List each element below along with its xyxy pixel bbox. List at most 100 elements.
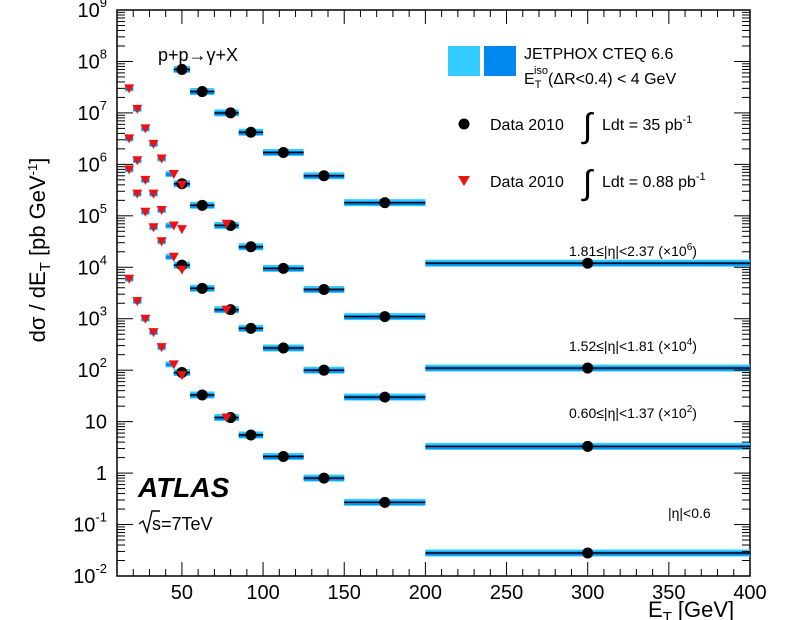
data088-point	[148, 223, 159, 233]
y-tick-label: 103	[78, 304, 107, 331]
y-tick-label: 10-1	[73, 510, 107, 537]
data35-point	[379, 311, 391, 323]
data088-point	[221, 219, 232, 229]
data35-point	[582, 362, 594, 374]
data088-point	[156, 205, 167, 215]
data088-point	[132, 104, 143, 114]
y-tick-label: 108	[78, 46, 107, 73]
y-axis-title: dσ / dET [pb GeV-1]	[25, 158, 54, 343]
y-tick-label: 106	[78, 149, 107, 176]
data35-point	[379, 391, 391, 403]
data088-point	[132, 156, 143, 166]
data35-point	[277, 451, 289, 463]
data35-point	[379, 496, 391, 508]
data088-point	[132, 189, 143, 199]
data35-point	[318, 364, 330, 376]
legend-data35-text: Ldt = 35 pb-1	[602, 114, 692, 134]
legend-data088-prefix: Data 2010	[490, 174, 564, 191]
data35-point	[196, 282, 208, 294]
data35-point	[277, 262, 289, 274]
data088-point	[124, 165, 135, 175]
region-label-eta-1: 1.81≤|η|<2.37 (×106)	[569, 242, 697, 259]
legend-data088-text: Ldt = 0.88 pb-1	[602, 171, 706, 191]
data088-point	[168, 221, 179, 231]
data088-point	[124, 134, 135, 144]
y-tick-label: 102	[78, 355, 107, 382]
legend-theory-swatch-light	[448, 46, 480, 76]
data-markers	[124, 63, 750, 559]
sqrt-symbol	[138, 510, 160, 535]
data35-point	[582, 547, 594, 559]
x-tick-label: 300	[571, 582, 604, 604]
data088-point	[156, 237, 167, 247]
data35-point	[196, 199, 208, 211]
theory-band-dark	[165, 255, 174, 259]
atlas-label: ATLAS	[137, 472, 230, 503]
data088-point	[221, 305, 232, 315]
region-label-eta-2: 1.52≤|η|<1.81 (×104)	[569, 337, 697, 354]
x-tick-label: 100	[246, 582, 279, 604]
region-label-eta-4: |η|<0.6	[668, 505, 711, 521]
data088-point	[176, 225, 187, 235]
svg-text:s=7TeV: s=7TeV	[152, 514, 213, 534]
data35-point	[245, 429, 257, 441]
data088-point	[156, 343, 167, 353]
legend-data35-prefix: Data 2010	[490, 117, 564, 134]
process-label: p+p→γ+X	[158, 45, 238, 65]
data35-point	[277, 342, 289, 354]
data088-point	[156, 154, 167, 164]
data35-point	[225, 107, 237, 119]
data088-point	[140, 124, 151, 134]
data088-point	[140, 314, 151, 324]
data35-point	[582, 257, 594, 269]
x-tick-label: 200	[409, 582, 442, 604]
data35-point	[379, 197, 391, 209]
legend-data35-integral: ∫	[581, 107, 594, 145]
data35-point	[245, 241, 257, 253]
data088-point	[176, 180, 187, 190]
legend-data088-integral: ∫	[581, 164, 594, 202]
data088-point	[148, 328, 159, 338]
plot-frame	[116, 9, 751, 577]
data088-point	[132, 297, 143, 307]
data088-point	[176, 371, 187, 381]
data35-point	[318, 472, 330, 484]
data088-point	[221, 413, 232, 423]
x-axis-title: ET [GeV]	[648, 597, 734, 620]
y-tick-label: 107	[78, 98, 107, 125]
legend-theory-label: JETPHOX CTEQ 6.6	[524, 46, 673, 63]
y-tick-label: 10-2	[73, 561, 107, 588]
energy-label: s=7TeV	[138, 510, 213, 535]
theory-band-dark	[165, 363, 174, 367]
data088-point	[148, 189, 159, 199]
data088-point	[124, 274, 135, 284]
data088-point	[148, 139, 159, 149]
legend: JETPHOX CTEQ 6.6 ETiso(ΔR<0.4) < 4 GeV D…	[448, 46, 706, 202]
data35-point	[277, 147, 289, 159]
data35-point	[245, 322, 257, 334]
x-tick-label: 400	[733, 582, 766, 604]
region-label-eta-3: 0.60≤|η|<1.37 (×102)	[569, 404, 697, 421]
data088-point	[168, 252, 179, 262]
data35-point	[318, 170, 330, 182]
data35-point	[245, 126, 257, 138]
y-tick-label: 10	[85, 412, 107, 434]
data088-point	[176, 265, 187, 275]
legend-theory-iso-label: ETiso(ΔR<0.4) < 4 GeV	[524, 65, 676, 91]
theory-band-dark	[165, 172, 174, 176]
y-tick-label: 1	[96, 463, 107, 485]
x-tick-label: 150	[328, 582, 361, 604]
legend-data088-marker	[458, 176, 470, 186]
x-tick-label: 350	[652, 582, 685, 604]
data35-point	[176, 63, 188, 75]
data35-point	[196, 86, 208, 98]
data088-point	[168, 360, 179, 370]
legend-theory-swatch-dark	[484, 46, 516, 76]
axes: 50 100 150 200 250 300 350 400 10-2 10-1 1 10 102 103…	[73, 0, 767, 604]
y-tick-label: 104	[78, 252, 107, 279]
legend-data35-marker	[458, 118, 470, 130]
data35-point	[196, 389, 208, 401]
x-tick-label: 50	[171, 582, 193, 604]
y-tick-label: 109	[78, 0, 107, 22]
